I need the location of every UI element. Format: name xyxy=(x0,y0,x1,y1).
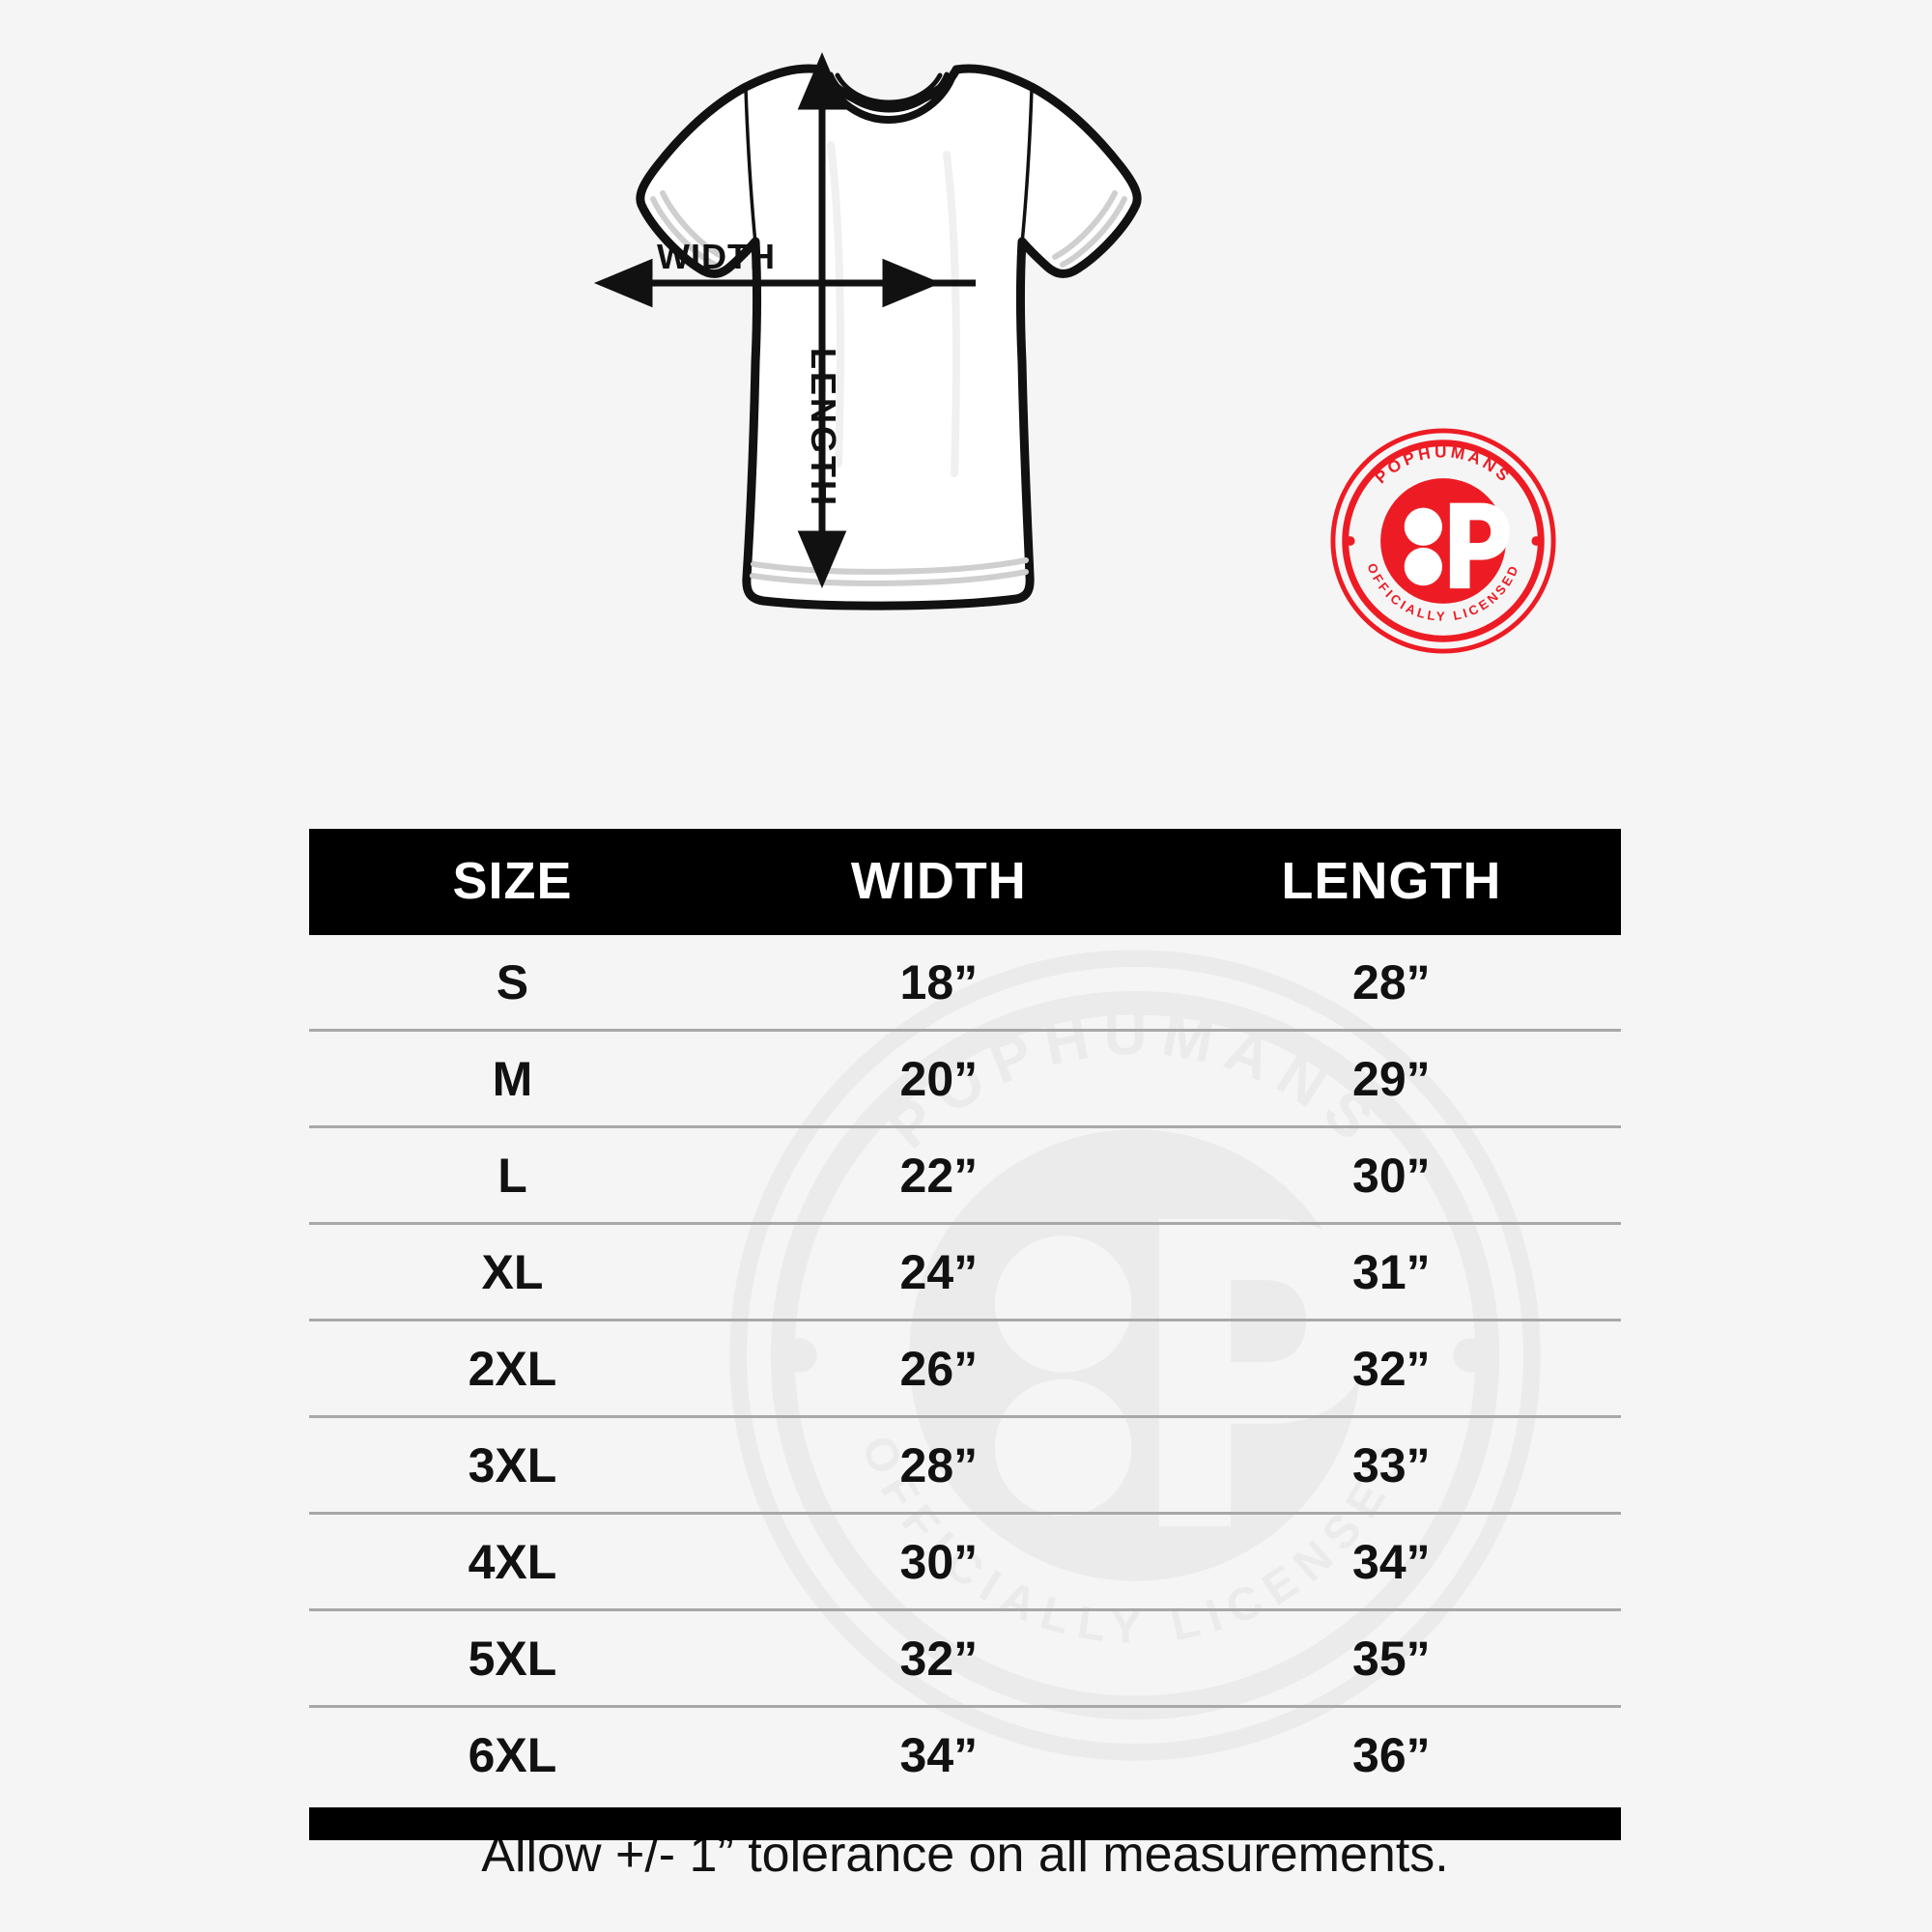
pophumans-seal-icon: POPHUMANS OFFICIALLY LICENSED xyxy=(1330,428,1556,654)
cell-width: 20” xyxy=(715,1030,1162,1128)
table-row: 6XL 34” 36” xyxy=(309,1707,1621,1803)
cell-length: 29” xyxy=(1161,1030,1621,1128)
cell-width: 34” xyxy=(899,1727,979,1782)
cell-width: 26” xyxy=(715,1320,1162,1418)
table-row: XL 24” 31” xyxy=(309,1223,1621,1321)
cell-length: 33” xyxy=(1161,1416,1621,1515)
cell-width: 24” xyxy=(715,1223,1162,1321)
cell-length: 32” xyxy=(1161,1320,1621,1418)
table-row: 5XL 32” 35” xyxy=(309,1609,1621,1708)
column-header-length: LENGTH xyxy=(1161,829,1621,935)
cell-length: 34” xyxy=(1161,1513,1621,1611)
table-row: 2XL 26” 32” xyxy=(309,1320,1621,1418)
cell-size: 6XL xyxy=(468,1727,557,1782)
cell-size: S xyxy=(309,935,716,1032)
cell-length: 31” xyxy=(1161,1223,1621,1321)
cell-length: 36” xyxy=(1352,1727,1431,1782)
size-chart-table-wrapper: POPHUMANS OFFICIALLY LICENSED SIZE WIDTH… xyxy=(309,829,1621,1840)
cell-size: 4XL xyxy=(309,1513,716,1611)
table-row: S 18” 28” xyxy=(309,935,1621,1032)
cell-size: M xyxy=(309,1030,716,1128)
size-chart-table: SIZE WIDTH LENGTH S 18” 28” M 20” 29” L xyxy=(309,829,1621,1802)
cell-width: 32” xyxy=(715,1609,1162,1708)
column-header-size: SIZE xyxy=(309,829,716,935)
cell-width: 22” xyxy=(715,1126,1162,1225)
cell-length: 35” xyxy=(1161,1609,1621,1708)
table-row: L 22” 30” xyxy=(309,1126,1621,1225)
table-header: SIZE WIDTH LENGTH xyxy=(309,829,1621,935)
cell-width: 28” xyxy=(715,1416,1162,1515)
table-header-row: SIZE WIDTH LENGTH xyxy=(309,829,1621,935)
width-dimension-label: WIDTH xyxy=(657,237,776,276)
cell-length: 30” xyxy=(1161,1126,1621,1225)
cell-size: 3XL xyxy=(309,1416,716,1515)
cell-size: 5XL xyxy=(309,1609,716,1708)
cell-size: 2XL xyxy=(309,1320,716,1418)
cell-length: 28” xyxy=(1161,935,1621,1032)
table-row: M 20” 29” xyxy=(309,1030,1621,1128)
tshirt-illustration xyxy=(593,52,1142,611)
length-dimension-label: LENGTH xyxy=(804,348,843,508)
table-row: 4XL 30” 34” xyxy=(309,1513,1621,1611)
cell-size: L xyxy=(309,1126,716,1225)
cell-size: XL xyxy=(309,1223,716,1321)
column-header-width: WIDTH xyxy=(715,829,1162,935)
table-row: 3XL 28” 33” xyxy=(309,1416,1621,1515)
cell-width: 30” xyxy=(715,1513,1162,1611)
table-bottom-rule xyxy=(309,1807,1621,1840)
tshirt-diagram: WIDTH LENGTH xyxy=(541,29,1236,792)
table-body: S 18” 28” M 20” 29” L 22” 30” XL 24” xyxy=(309,935,1621,1802)
cell-width: 18” xyxy=(715,935,1162,1032)
